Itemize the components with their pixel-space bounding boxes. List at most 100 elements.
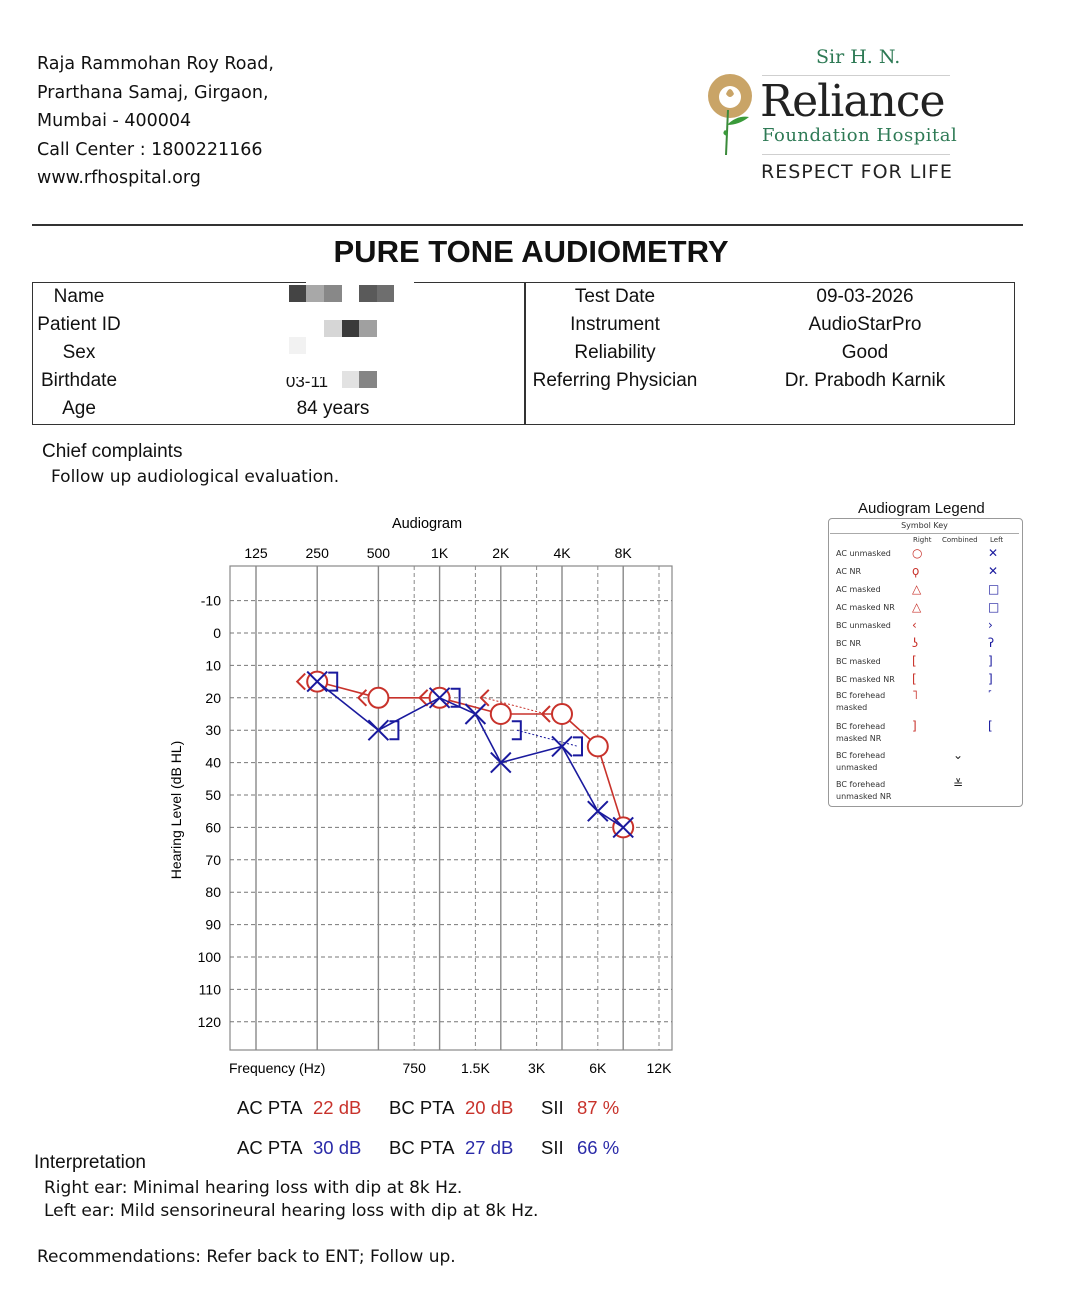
y-tick-label: 80: [205, 884, 221, 900]
right-bc-lt-marker: [540, 705, 551, 723]
legend-symbol-left-icon: □: [988, 582, 1000, 596]
x-axis-label: Frequency (Hz): [229, 1060, 325, 1076]
series-line: [597, 746, 624, 828]
legend-row-label: BC masked NR: [836, 675, 895, 684]
y-tick-label: 30: [205, 722, 221, 738]
y-tick-label: 50: [205, 787, 221, 803]
y-tick-label: 20: [205, 690, 221, 706]
age-label: Age: [62, 398, 96, 419]
left-ac-x-marker: [464, 703, 487, 725]
patient-info-table: [32, 282, 1015, 425]
legend-row-label: BC forehead masked NR: [836, 722, 886, 743]
y-tick-label: 70: [205, 852, 221, 868]
x-tick-label-bottom: 750: [403, 1060, 427, 1076]
legend-col-right: Right: [913, 536, 932, 544]
redacted-sex: [289, 337, 306, 354]
x-tick-label-top: 2K: [492, 545, 510, 561]
legend-symbol-combined-icon: ≚: [953, 777, 964, 791]
audiogram-legend: [828, 518, 1023, 807]
website-link: www.rfhospital.org: [37, 168, 201, 188]
legend-symbol-right-icon: ˥: [912, 688, 918, 702]
legend-col-left: Left: [990, 536, 1004, 544]
interpretation-heading: Interpretation: [34, 1152, 146, 1173]
right-bc-pta: 20 dB: [465, 1097, 514, 1118]
redaction-gap: [306, 279, 414, 285]
right-bc-lt-marker: [295, 672, 306, 691]
logo-subtitle: Foundation Hospital: [762, 125, 958, 146]
logo-tagline: RESPECT FOR LIFE: [761, 161, 953, 183]
left-ac-x-marker: [428, 687, 451, 709]
left-ac-pta-label: AC PTA: [237, 1137, 303, 1158]
legend-symbol-right-icon: ‹: [912, 618, 917, 632]
legend-row-label: BC NR: [836, 639, 862, 648]
right-sii-label: SII: [541, 1097, 564, 1118]
right-bc-lt-marker: [418, 689, 429, 707]
recommendations: Recommendations: Refer back to ENT; Foll…: [37, 1247, 456, 1267]
right-ac-pta-label: AC PTA: [237, 1097, 303, 1118]
left-ac-x-marker: [367, 719, 390, 741]
y-tick-label: -10: [201, 593, 221, 609]
legend-row-label: BC masked: [836, 657, 881, 666]
address-line: Raja Rammohan Roy Road,: [37, 54, 274, 74]
hospital-address: Raja Rammohan Roy Road, Prarthana Samaj,…: [37, 50, 274, 193]
legend-symbol-combined-icon: ⌄: [953, 748, 964, 762]
physician-value: Dr. Prabodh Karnik: [784, 370, 946, 391]
complaints-heading: Chief complaints: [42, 441, 183, 462]
right-ac-circle-marker: [586, 735, 609, 758]
chart-title: Audiogram: [392, 516, 462, 532]
reliability-label: Reliability: [574, 342, 656, 363]
x-tick-label-top: 125: [244, 545, 268, 561]
address-line: Mumbai - 400004: [37, 111, 192, 131]
x-tick-label-top: 4K: [553, 545, 571, 561]
series-line: [561, 746, 599, 812]
y-tick-label: 120: [198, 1014, 222, 1030]
legend-symbol-left-icon: [: [988, 719, 993, 733]
test-date-value: 09-03-2026: [816, 286, 914, 307]
physician-label: Referring Physician: [532, 370, 698, 391]
legend-row-label: BC forehead unmasked: [836, 751, 886, 772]
logo-name: Reliance: [760, 76, 946, 127]
call-center: Call Center : 1800221166: [37, 139, 263, 160]
legend-symbol-left-icon: ʔ: [988, 636, 995, 650]
legend-symbol-right-icon: △: [912, 600, 922, 614]
right-ac-circle-marker: [367, 686, 390, 709]
right-ac-circle-marker: [489, 703, 512, 725]
header-divider: [32, 224, 1023, 226]
legend-symbol-left-icon: ]: [988, 654, 993, 668]
x-tick-label-top: 8K: [615, 545, 633, 561]
legend-row-label: BC forehead unmasked NR: [836, 780, 892, 801]
left-ac-pta: 30 dB: [313, 1137, 362, 1158]
y-tick-label: 10: [205, 657, 221, 673]
legend-symbol-right-icon: [: [912, 654, 917, 668]
legend-row-label: AC unmasked: [836, 549, 891, 558]
left-bc-bracket-marker: [328, 671, 339, 692]
left-bc-bracket-marker: [511, 720, 522, 741]
right-bc-lt-marker: [356, 689, 368, 707]
y-tick-label: 100: [198, 949, 222, 965]
x-tick-label-bottom: 1.5K: [461, 1060, 490, 1076]
y-tick-label: 40: [205, 755, 221, 771]
legend-subtitle: Symbol Key: [901, 521, 948, 530]
name-label: Name: [53, 286, 105, 307]
x-tick-label-top: 250: [306, 545, 330, 561]
audiogram-chart: -10 0 10 20 30 40 50 60 70 80 90 100 110 120 125 250 500…: [168, 516, 673, 1076]
x-tick-label-bottom: 6K: [589, 1060, 607, 1076]
legend-row-label: AC masked: [836, 585, 881, 594]
legend-symbol-left-icon: ✕: [988, 546, 999, 560]
legend-col-combined: Combined: [942, 536, 978, 544]
instrument-value: AudioStarPro: [808, 314, 922, 335]
page-title: PURE TONE AUDIOMETRY: [333, 234, 729, 269]
series-line: [597, 810, 624, 829]
age-value: 84 years: [296, 398, 370, 419]
right-bc-lt-marker: [479, 689, 490, 707]
sex-label: Sex: [62, 342, 96, 363]
legend-symbol-right-icon: ʖ: [912, 636, 919, 650]
y-axis-label: Hearing Level (dB HL): [168, 741, 184, 880]
legend-symbol-left-icon: ›: [988, 618, 993, 632]
left-bc-bracket-marker: [573, 736, 583, 757]
x-tick-label-bottom: 12K: [647, 1060, 673, 1076]
y-tick-label: 60: [205, 819, 221, 835]
instrument-label: Instrument: [570, 314, 660, 335]
left-ac-x-marker: [490, 751, 512, 774]
